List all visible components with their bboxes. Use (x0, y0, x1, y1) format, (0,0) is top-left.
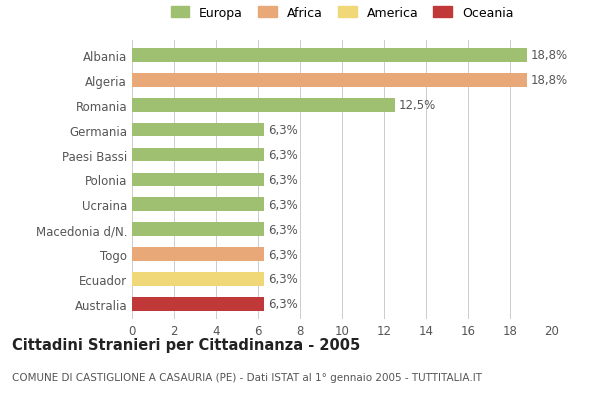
Bar (132, 223, 264, 236)
Text: 6,3%: 6,3% (269, 273, 298, 286)
Text: 6,3%: 6,3% (269, 148, 298, 162)
Bar (132, 74, 527, 88)
Bar (132, 247, 264, 261)
Bar (132, 297, 264, 311)
Bar (132, 99, 395, 112)
Bar (132, 173, 264, 187)
Text: 6,3%: 6,3% (269, 173, 298, 187)
Text: 6,3%: 6,3% (269, 298, 298, 310)
Text: 6,3%: 6,3% (269, 248, 298, 261)
Text: 6,3%: 6,3% (269, 198, 298, 211)
Text: 12,5%: 12,5% (398, 99, 436, 112)
Text: 18,8%: 18,8% (531, 74, 568, 87)
Bar (132, 124, 264, 137)
Bar (132, 198, 264, 211)
Text: COMUNE DI CASTIGLIONE A CASAURIA (PE) - Dati ISTAT al 1° gennaio 2005 - TUTTITAL: COMUNE DI CASTIGLIONE A CASAURIA (PE) - … (12, 372, 482, 382)
Text: 6,3%: 6,3% (269, 124, 298, 137)
Text: 6,3%: 6,3% (269, 223, 298, 236)
Text: 18,8%: 18,8% (531, 49, 568, 62)
Bar (132, 148, 264, 162)
Legend: Europa, Africa, America, Oceania: Europa, Africa, America, Oceania (167, 3, 517, 24)
Text: Cittadini Stranieri per Cittadinanza - 2005: Cittadini Stranieri per Cittadinanza - 2… (12, 337, 360, 353)
Bar (132, 49, 527, 63)
Bar (132, 272, 264, 286)
